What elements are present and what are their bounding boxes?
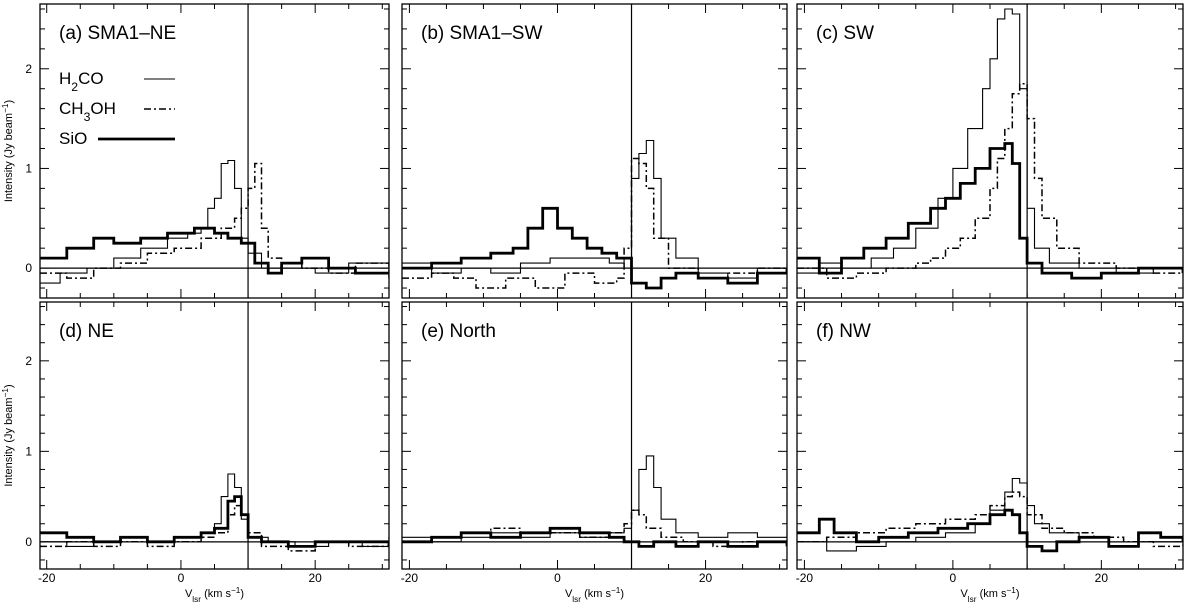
panel-a-ylabel: Intensity (Jy beam−1): [1, 100, 16, 202]
panel-b-series-h2co: [402, 139, 787, 279]
panel-a-ylabel-part: ): [3, 100, 15, 104]
legend-label-h2co-part: H: [59, 69, 71, 88]
panel-e-xlabel-part: ): [620, 588, 624, 600]
panel-f-xtick-label: 20: [1095, 571, 1109, 585]
legend-label-ch3oh-part: OH: [90, 99, 116, 118]
panel-e-xtick-label: -20: [401, 571, 419, 585]
panel-a-title: (a) SMA1–NE: [59, 23, 176, 44]
panel-a-ytick-label: 2: [25, 62, 32, 76]
panel-d-xtick-label: -20: [38, 571, 56, 585]
panel-d-xlabel: Vlsr (km s−1): [185, 586, 244, 604]
panel-d-ylabel-part: Intensity (Jy beam: [3, 397, 15, 486]
panel-d-ytick-label: 1: [25, 444, 32, 458]
panel-e-series-h2co: [402, 455, 787, 543]
legend-label-ch3oh-part: CH: [59, 99, 84, 118]
panel-e-xlabel-part: (km s: [581, 588, 611, 600]
panel-e-xlabel-part: V: [565, 588, 573, 600]
panel-c-series-sio: [797, 142, 1183, 280]
panel-d-ylabel-part: −1: [1, 388, 10, 398]
panel-f-series-sio: [797, 508, 1183, 553]
panel-a-ylabel-part: Intensity (Jy beam: [3, 113, 15, 202]
legend-label-sio-part: SiO: [59, 129, 87, 148]
panel-e-title: (e) North: [421, 321, 496, 342]
panel-f-xlabel-part: V: [960, 588, 968, 600]
panel-d-xlabel-part: lsr: [192, 595, 201, 604]
panel-d-ytick-label: 2: [25, 354, 32, 368]
panel-f-frame: [796, 301, 1184, 570]
panel-e: -20 0 20 Vlsr (km s−1) (e) North: [401, 301, 788, 604]
panel-a-series-ch3oh: [40, 162, 389, 279]
panel-f: -20 0 20 Vlsr (km s−1) (f) NW: [796, 301, 1184, 604]
panel-a-series-sio: [40, 226, 389, 275]
panel-f-xlabel-part: (km s: [977, 588, 1007, 600]
panel-f-title: (f) NW: [816, 321, 871, 342]
panel-c-series-h2co: [797, 8, 1183, 274]
panel-d-series-h2co: [40, 473, 389, 547]
panel-b-series-sio: [402, 206, 787, 290]
panel-d-xlabel-part: (km s: [201, 588, 231, 600]
panel-f-xlabel-part: −1: [1006, 586, 1016, 595]
panel-e-frame: [401, 301, 788, 570]
panel-d-xtick-label: 0: [178, 571, 185, 585]
panel-d-xlabel-part: −1: [231, 586, 241, 595]
panel-a-series-h2co: [40, 159, 389, 284]
panel-e-xlabel-part: −1: [611, 586, 621, 595]
legend-label-ch3oh: CH3OH: [59, 99, 116, 124]
panel-d-title: (d) NE: [59, 321, 114, 342]
panel-d-xlabel-part: ): [240, 588, 244, 600]
panel-d-ylabel-part: ): [3, 384, 15, 388]
panel-e-xlabel: Vlsr (km s−1): [565, 586, 624, 604]
panel-d-series-sio: [40, 495, 389, 548]
panel-b-title: (b) SMA1–SW: [421, 23, 542, 44]
legend-label-h2co: H2CO: [59, 69, 104, 94]
panel-d-xlabel-part: V: [185, 588, 193, 600]
panel-e-series-sio: [402, 526, 787, 548]
legend-label-h2co-part: 2: [71, 80, 78, 94]
panel-a-ylabel-part: −1: [1, 103, 10, 113]
panel-f-xtick-label: -20: [796, 571, 814, 585]
panel-d-ylabel: Intensity (Jy beam−1): [1, 384, 16, 486]
panel-a-ytick-label: 0: [25, 261, 32, 275]
panel-c-title: (c) SW: [816, 23, 874, 44]
legend-label-ch3oh-part: 3: [84, 110, 91, 124]
panel-a-frame: [39, 3, 390, 299]
panel-d-ytick-label: 0: [25, 535, 32, 549]
panel-e-series-ch3oh: [402, 509, 787, 548]
panel-b-frame: [401, 3, 788, 299]
panel-f-xlabel-part: ): [1016, 588, 1020, 600]
panel-c: (c) SW: [796, 3, 1184, 299]
panel-f-xtick-label: 0: [950, 571, 957, 585]
legend-label-h2co-part: CO: [78, 69, 104, 88]
panel-f-xlabel-part: lsr: [968, 595, 977, 604]
legend-label-sio: SiO: [59, 129, 87, 148]
panel-e-xlabel-part: lsr: [572, 595, 581, 604]
panel-d-xtick-label: 20: [308, 571, 322, 585]
panel-a-ytick-label: 1: [25, 161, 32, 175]
panel-d-series-ch3oh: [40, 504, 389, 552]
panel-e-xtick-label: 0: [554, 571, 561, 585]
panel-f-xlabel: Vlsr (km s−1): [960, 586, 1019, 604]
panel-e-xtick-label: 20: [699, 571, 713, 585]
panel-c-series-ch3oh: [797, 82, 1183, 279]
panel-b: (b) SMA1–SW: [401, 3, 788, 299]
